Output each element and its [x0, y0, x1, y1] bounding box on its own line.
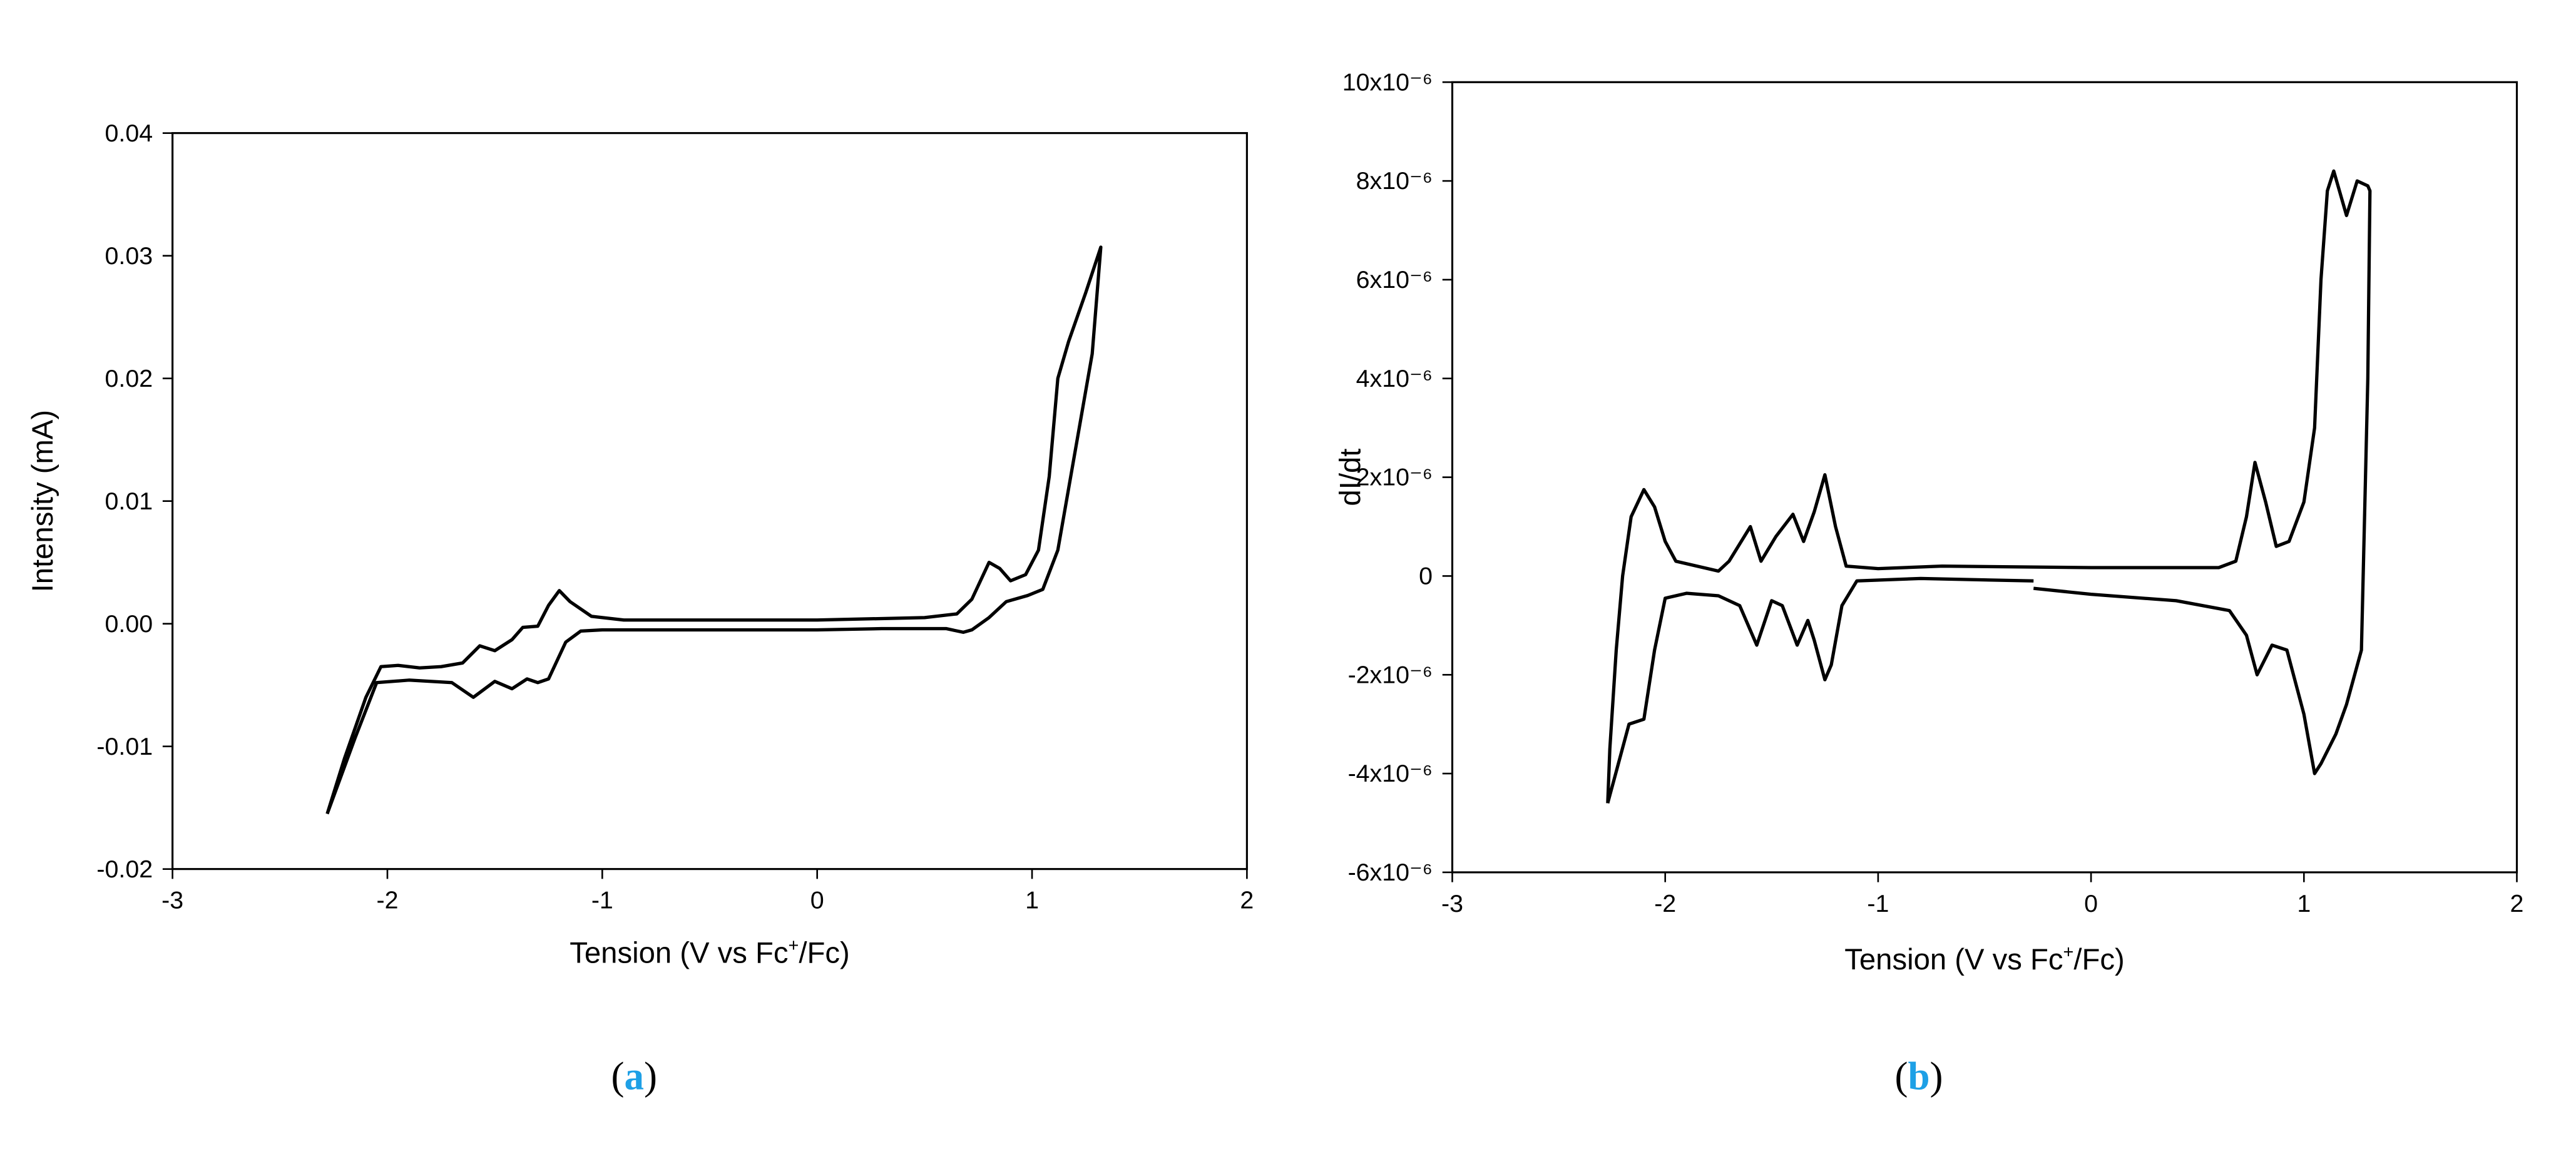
- y-axis-title: dI/dt: [1334, 449, 1367, 506]
- y-tick-label: -2x10⁻⁶: [1348, 661, 1433, 688]
- x-axis-title-part: Tension (V vs Fc: [1844, 943, 2063, 976]
- caption-paren: (: [1894, 1054, 1908, 1098]
- plot-frame: [1451, 81, 2518, 874]
- data-line: [1606, 169, 2372, 804]
- y-tick-label: 2x10⁻⁶: [1356, 464, 1433, 491]
- y-tick-label: 4x10⁻⁶: [1356, 365, 1433, 392]
- x-axis-title-part: /Fc): [799, 936, 849, 969]
- plot-frame: [171, 132, 1248, 871]
- x-tick-label: -2: [376, 887, 398, 914]
- caption: (b): [1894, 1054, 1943, 1098]
- y-axis-title: Intensity (mA): [26, 410, 59, 592]
- caption-paren: ): [1930, 1054, 1943, 1098]
- x-tick-label: -3: [161, 887, 183, 914]
- x-tick-label: 0: [2084, 890, 2098, 917]
- x-tick-label: -1: [1867, 890, 1889, 917]
- x-axis-title: Tension (V vs Fc+/Fc): [1844, 942, 2124, 976]
- y-tick-label: 0.00: [105, 610, 153, 638]
- y-tick-label: 10x10⁻⁶: [1342, 68, 1433, 96]
- x-axis-title: Tension (V vs Fc+/Fc): [570, 936, 849, 969]
- x-tick-label: -2: [1654, 890, 1676, 917]
- y-tick-label: 8x10⁻⁶: [1356, 167, 1433, 195]
- y-tick-label: 6x10⁻⁶: [1356, 266, 1433, 294]
- x-axis-title-part: /Fc): [2073, 943, 2124, 976]
- x-tick-label: 1: [2297, 890, 2311, 917]
- x-tick-label: -3: [1441, 890, 1463, 917]
- caption: (a): [611, 1054, 657, 1098]
- x-axis-title-sup: +: [2063, 942, 2074, 962]
- x-axis-title-part: Tension (V vs Fc: [570, 936, 788, 969]
- y-tick-label: 0.03: [105, 242, 153, 270]
- y-tick-label: -0.01: [96, 733, 153, 760]
- caption-paren: (: [611, 1054, 625, 1098]
- x-axis-title-sup: +: [789, 936, 799, 956]
- x-tick-label: 2: [1240, 887, 1254, 914]
- caption-letter: a: [625, 1054, 645, 1098]
- y-tick-label: 0.01: [105, 488, 153, 515]
- data-line: [325, 245, 1103, 815]
- y-tick-label: -4x10⁻⁶: [1348, 760, 1433, 787]
- x-tick-label: 0: [810, 887, 824, 914]
- x-tick-label: 2: [2510, 890, 2524, 917]
- caption-paren: ): [644, 1054, 657, 1098]
- x-tick-label: -1: [591, 887, 613, 914]
- y-tick-label: -0.02: [96, 855, 153, 883]
- y-tick-label: 0.02: [105, 365, 153, 392]
- y-tick-label: 0.04: [105, 120, 153, 147]
- y-tick-label: 0: [1419, 563, 1433, 590]
- caption-letter: b: [1908, 1054, 1929, 1098]
- y-tick-label: -6x10⁻⁶: [1348, 859, 1433, 886]
- x-tick-label: 1: [1025, 887, 1039, 914]
